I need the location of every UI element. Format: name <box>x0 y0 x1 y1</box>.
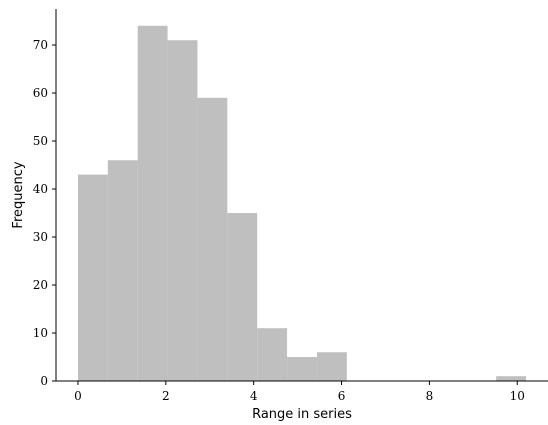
y-tick-label: 60 <box>33 86 48 100</box>
x-tick-label: 4 <box>250 389 258 403</box>
y-tick-label: 70 <box>33 38 48 52</box>
x-tick-label: 10 <box>510 389 525 403</box>
y-tick-label: 40 <box>33 182 48 196</box>
y-tick-label: 30 <box>33 230 48 244</box>
histogram-bar <box>77 174 108 381</box>
histogram-bar <box>227 213 258 381</box>
histogram-bar <box>137 25 168 382</box>
y-tick-label: 50 <box>33 134 48 148</box>
histogram-bar <box>167 40 198 381</box>
histogram-bar <box>257 328 288 381</box>
histogram-bar <box>197 97 228 382</box>
y-axis-label: Frequency <box>11 161 26 228</box>
x-tick-label: 2 <box>162 389 170 403</box>
bars-group <box>77 25 527 382</box>
histogram-bar <box>316 352 347 381</box>
axes-group <box>55 9 548 382</box>
x-tick-label: 0 <box>74 389 82 403</box>
histogram-bar <box>107 160 138 381</box>
y-tick-label: 10 <box>33 326 48 340</box>
x-axis-label: Range in series <box>252 407 352 422</box>
ticks-group: 0 2 4 6 8 10 0 10 20 30 40 50 60 70 <box>33 38 525 403</box>
histogram-bar <box>496 376 527 381</box>
x-tick-label: 6 <box>338 389 346 403</box>
x-tick-label: 8 <box>426 389 434 403</box>
y-tick-label: 0 <box>40 374 48 388</box>
histogram-bar <box>287 357 317 381</box>
y-tick-label: 20 <box>33 278 48 292</box>
